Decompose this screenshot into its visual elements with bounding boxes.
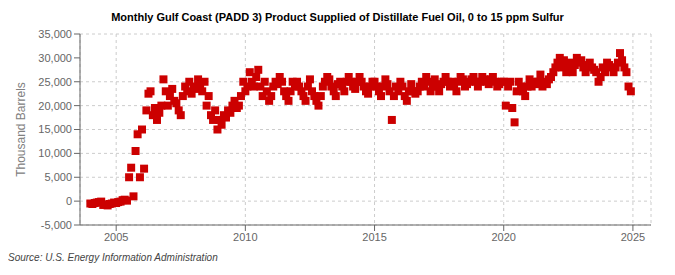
svg-text:2005: 2005 — [104, 231, 128, 243]
svg-text:-5,000: -5,000 — [41, 219, 72, 231]
svg-text:2020: 2020 — [491, 231, 515, 243]
svg-text:5,000: 5,000 — [44, 171, 72, 183]
svg-text:2010: 2010 — [233, 231, 257, 243]
svg-text:25,000: 25,000 — [38, 76, 72, 88]
svg-text:2015: 2015 — [362, 231, 386, 243]
svg-text:30,000: 30,000 — [38, 52, 72, 64]
svg-text:15,000: 15,000 — [38, 123, 72, 135]
svg-text:35,000: 35,000 — [38, 28, 72, 40]
svg-text:10,000: 10,000 — [38, 147, 72, 159]
svg-text:Thousand Barrels: Thousand Barrels — [14, 82, 28, 177]
svg-text:0: 0 — [66, 195, 72, 207]
svg-text:20,000: 20,000 — [38, 100, 72, 112]
svg-text:2025: 2025 — [621, 231, 645, 243]
html-text:Monthly Gulf Coast (PADD 3) Pr: Monthly Gulf Coast (PADD 3) Product Supp… — [111, 11, 564, 23]
html-text:Source: U.S. Energy Informatio: Source: U.S. Energy Information Administ… — [8, 252, 218, 263]
